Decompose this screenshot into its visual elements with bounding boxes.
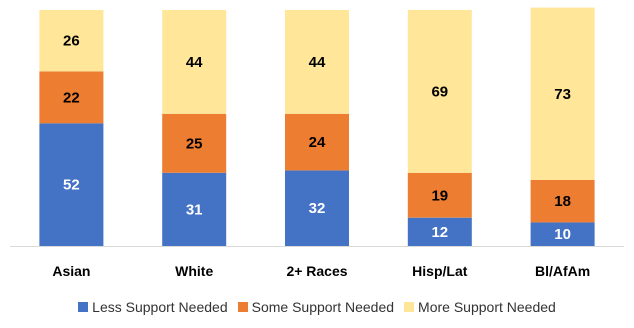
bar-segment <box>285 10 349 114</box>
bar-segment <box>530 7 595 180</box>
data-label: 44 <box>186 54 203 71</box>
bar-segment <box>407 217 472 246</box>
bars-group: 52 22 26 31 25 44 32 24 44 12 19 69 10 18 73 <box>39 7 595 246</box>
data-label: 32 <box>309 200 326 217</box>
data-label: 10 <box>554 226 571 243</box>
bar-segment <box>530 222 595 246</box>
legend-label: Some Support Needed <box>251 299 395 315</box>
legend-item: More Support Needed <box>404 299 556 315</box>
data-label: 19 <box>431 187 448 204</box>
legend-item: Less Support Needed <box>78 299 228 315</box>
bar-segment <box>39 71 104 124</box>
bar-segment <box>39 10 104 72</box>
bar-segment <box>407 172 472 218</box>
legend-label: Less Support Needed <box>92 299 228 315</box>
data-label: 44 <box>309 54 326 71</box>
legend-label: More Support Needed <box>418 299 556 315</box>
data-label: 24 <box>309 134 326 151</box>
legend-swatch <box>78 302 89 312</box>
data-label: 73 <box>554 86 571 103</box>
bar-segment <box>162 10 227 114</box>
data-label: 52 <box>63 177 80 194</box>
category-label: 2+ Races <box>286 263 347 279</box>
legend-swatch <box>404 302 415 312</box>
bar-segment <box>530 179 595 223</box>
data-label: 69 <box>431 83 448 100</box>
data-label: 12 <box>431 224 448 241</box>
bar-segment <box>162 113 227 173</box>
bar-segment <box>285 170 349 246</box>
data-label: 22 <box>63 89 80 106</box>
category-labels: Asian White 2+ Races Hisp/Lat Bl/AfAm <box>52 263 590 279</box>
category-label: Bl/AfAm <box>535 263 590 279</box>
legend: Less Support Needed Some Support Needed Mo… <box>0 296 634 318</box>
bar-segment <box>39 123 104 246</box>
data-label: 31 <box>186 201 203 218</box>
data-label: 26 <box>63 33 80 50</box>
legend-item: Some Support Needed <box>237 299 395 315</box>
bar-segment <box>407 10 472 173</box>
category-label: White <box>175 263 213 279</box>
category-label: Hisp/Lat <box>412 263 468 279</box>
data-label: 25 <box>186 135 203 152</box>
legend-swatch <box>237 302 248 312</box>
data-label: 18 <box>554 193 571 210</box>
category-label: Asian <box>52 263 90 279</box>
bar-segment <box>162 172 227 246</box>
bar-segment <box>285 113 349 171</box>
